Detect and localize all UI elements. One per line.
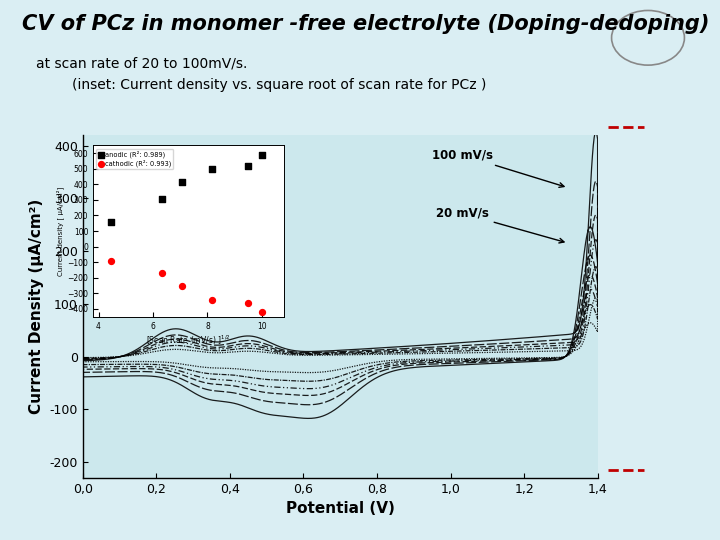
Text: 100 mV/s: 100 mV/s (432, 148, 564, 187)
Text: (inset: Current density vs. square root of scan rate for PCz ): (inset: Current density vs. square root … (72, 78, 487, 92)
Text: 20 mV/s: 20 mV/s (436, 207, 564, 243)
Y-axis label: Current Density (μA/cm²): Current Density (μA/cm²) (29, 199, 44, 414)
Text: CV of PCz in monomer -free electrolyte (Doping-dedoping): CV of PCz in monomer -free electrolyte (… (22, 14, 709, 33)
X-axis label: Potential (V): Potential (V) (286, 501, 395, 516)
Text: at scan rate of 20 to 100mV/s.: at scan rate of 20 to 100mV/s. (36, 57, 248, 71)
